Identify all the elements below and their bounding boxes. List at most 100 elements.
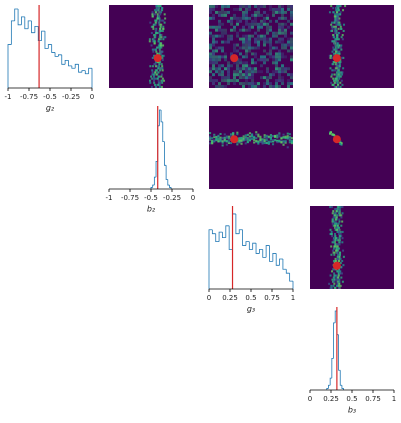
- hist-step: [58, 54, 62, 57]
- hist-step: [41, 30, 45, 41]
- truth-point: [332, 261, 341, 270]
- hist-step: [282, 258, 287, 270]
- heatmap-background: [310, 106, 394, 189]
- x-tick-label: 1: [291, 294, 295, 302]
- hist-step: [167, 179, 170, 186]
- hist-step: [238, 229, 243, 234]
- hist-step: [252, 242, 257, 250]
- hist-step: [338, 334, 341, 371]
- hist-step: [211, 229, 216, 235]
- hist-step: [153, 176, 157, 186]
- hist-step: [279, 258, 283, 266]
- hist-step: [235, 213, 240, 235]
- hist-step: [21, 16, 25, 25]
- hist-step: [64, 59, 69, 65]
- hist-step: [341, 385, 344, 389]
- hist-step: [51, 44, 56, 53]
- hist-step: [272, 253, 277, 262]
- hist-step: [24, 16, 29, 30]
- truth-point: [332, 135, 341, 144]
- hist-step: [34, 25, 39, 33]
- hist-step: [215, 233, 220, 242]
- hist-step: [245, 241, 250, 246]
- x-axis-label: b₃: [348, 406, 356, 415]
- hist-step: [164, 141, 167, 166]
- hist-step: [218, 231, 223, 242]
- x-tick-label: -0.5: [43, 93, 57, 101]
- heatmap-background: [209, 106, 293, 189]
- x-axis-label: g₂: [46, 104, 55, 113]
- x-tick-label: -0.75: [20, 93, 38, 101]
- hist-step: [150, 187, 153, 189]
- x-tick-label: -0.75: [121, 194, 139, 202]
- x-tick-label: -0.25: [62, 93, 80, 101]
- x-tick-label: 0: [308, 395, 312, 403]
- hist-step: [169, 185, 172, 188]
- hist-step: [259, 249, 263, 254]
- truth-point: [230, 135, 239, 144]
- hist-step: [47, 44, 52, 49]
- hist-step: [262, 249, 267, 258]
- hist-step: [289, 273, 293, 282]
- hist-step: [68, 60, 72, 67]
- density: [328, 5, 347, 88]
- hist-step: [225, 225, 230, 238]
- x-tick-label: -1: [106, 194, 113, 202]
- x-tick-label: 0: [90, 93, 94, 101]
- heatmap-background: [310, 206, 394, 289]
- hist-step: [14, 8, 19, 21]
- hist-step: [27, 20, 32, 29]
- x-tick-label: 0.5: [245, 294, 256, 302]
- hist-step: [242, 229, 246, 246]
- hist-step: [54, 52, 59, 57]
- truth-point: [230, 54, 239, 63]
- hist-step: [228, 225, 233, 250]
- x-tick-label: 0.25: [222, 294, 238, 302]
- hist-step: [7, 44, 12, 88]
- x-tick-label: 0: [191, 194, 195, 202]
- density: [328, 206, 345, 289]
- hist-step: [74, 63, 79, 69]
- hist-step: [88, 67, 92, 74]
- hist-step: [165, 165, 168, 180]
- truth-point: [332, 54, 341, 63]
- density: [209, 5, 293, 88]
- x-tick-label: 0.25: [323, 395, 339, 403]
- hist-step: [17, 9, 22, 26]
- hist-step: [331, 358, 334, 379]
- hist-step: [152, 184, 155, 188]
- x-tick-label: 0: [207, 294, 211, 302]
- hist-step: [37, 26, 42, 41]
- truth-point: [153, 54, 162, 63]
- hist-step: [328, 384, 331, 389]
- hist-step: [10, 20, 15, 45]
- hist-step: [222, 232, 226, 239]
- hist-step: [248, 241, 253, 250]
- heatmap-background: [310, 5, 394, 88]
- hist-step: [31, 20, 35, 34]
- hist-step: [159, 109, 162, 126]
- x-axis-label: g₃: [247, 305, 255, 314]
- x-tick-label: 1: [392, 395, 396, 403]
- hist-step: [275, 253, 280, 266]
- x-tick-label: 0.75: [365, 395, 381, 403]
- hist-step: [255, 243, 260, 254]
- hist-step: [285, 269, 290, 274]
- x-tick-label: 0.75: [264, 294, 280, 302]
- hist-step: [269, 245, 273, 262]
- hist-step: [71, 65, 76, 69]
- x-tick-label: 0.5: [346, 395, 357, 403]
- hist-step: [339, 370, 342, 386]
- x-tick-label: -1: [5, 93, 12, 101]
- hist-step: [81, 70, 86, 73]
- hist-step: [208, 229, 213, 289]
- x-tick-label: -0.25: [163, 194, 181, 202]
- hist-step: [265, 245, 270, 258]
- hist-step: [160, 110, 163, 123]
- x-axis-label: b₂: [147, 205, 156, 214]
- hist-step: [162, 121, 165, 142]
- hist-step: [329, 377, 332, 386]
- x-tick-label: -0.5: [144, 194, 158, 202]
- hist-step: [326, 388, 329, 390]
